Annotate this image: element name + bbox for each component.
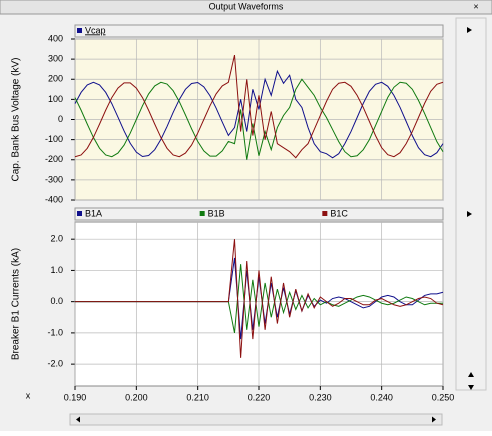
y-tick-label: 0	[58, 114, 63, 124]
x-tick-label: 0.200	[125, 392, 148, 402]
title-bar	[0, 0, 492, 15]
x-tick-label: 0.240	[370, 392, 393, 402]
legend-swatch	[322, 211, 328, 216]
y-tick-label: -100	[45, 134, 63, 144]
y-tick-label: -300	[45, 174, 63, 184]
series-line	[74, 69, 444, 159]
legend-label: B1B	[208, 208, 225, 218]
scrollbar[interactable]	[69, 413, 443, 426]
legend-label: Vcap	[85, 25, 106, 35]
y-tick-label: 200	[48, 74, 63, 84]
series-line	[75, 239, 444, 358]
x-tick-label: 0.210	[186, 392, 209, 402]
y-tick-label: -2.0	[47, 359, 63, 369]
legend-swatch	[77, 211, 82, 216]
y-axis-label: Cap. Bank Bus Voltage (kV)	[11, 58, 22, 182]
x-tick-label: 0.190	[64, 392, 87, 402]
y-tick-label: 300	[48, 54, 63, 64]
series-line	[74, 54, 444, 159]
side-panel	[455, 17, 487, 391]
x-tick-label: 0.220	[248, 392, 271, 402]
legend-label: B1C	[330, 208, 348, 218]
y-tick-label: 1.0	[50, 265, 63, 275]
y-tick-label: 100	[48, 94, 63, 104]
y-tick-label: -200	[45, 154, 63, 164]
y-tick-label: -1.0	[47, 327, 63, 337]
panel-scroll[interactable]	[468, 372, 474, 390]
x-tick-label: 0.250	[432, 392, 455, 402]
y-tick-label: 2.0	[50, 234, 63, 244]
x-axis-label: x	[26, 390, 31, 400]
legend-strip	[74, 24, 444, 38]
legend-swatch	[77, 28, 82, 33]
legend-swatch	[199, 211, 205, 216]
y-axis-label: Breaker B1 Currents (kA)	[11, 248, 22, 360]
y-tick-label: 0.0	[50, 296, 63, 306]
y-tick-label: 400	[48, 33, 63, 43]
y-tick-label: -400	[45, 194, 63, 204]
series-line	[74, 78, 444, 160]
close-button[interactable]: ×	[473, 1, 478, 11]
x-tick-label: 0.230	[309, 392, 332, 402]
legend-strip	[74, 207, 444, 221]
window-title: Output Waveforms	[209, 1, 284, 11]
legend-label: B1A	[85, 208, 102, 218]
